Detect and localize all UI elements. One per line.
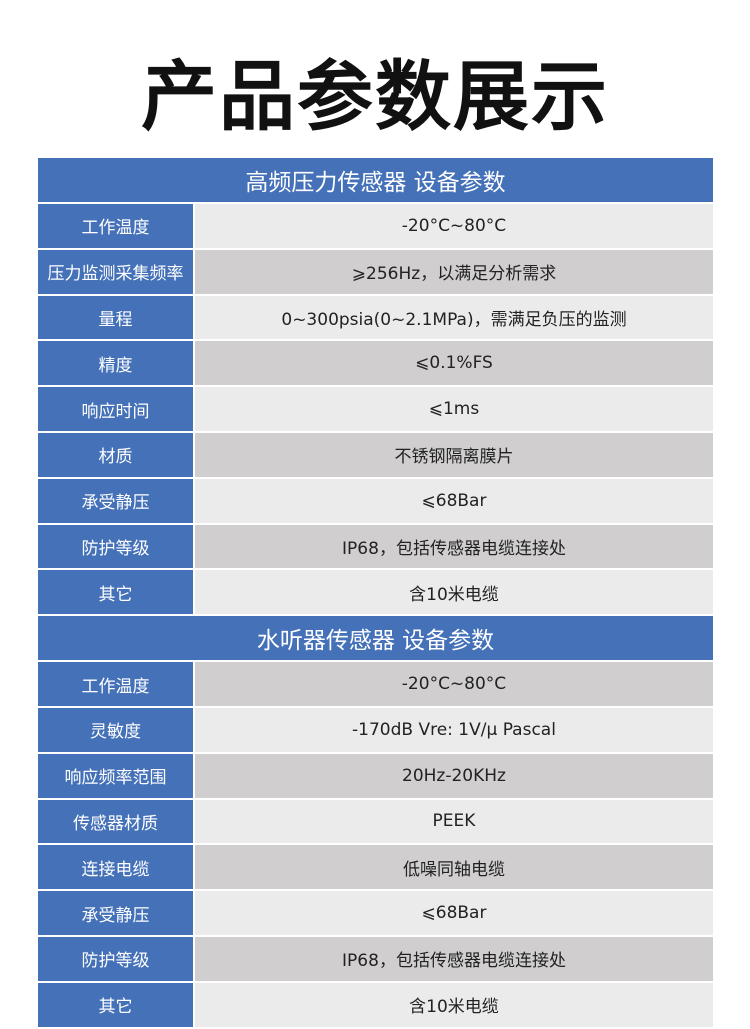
param-label: 防护等级 [38, 936, 193, 981]
table-row: 材质 不锈钢隔离膜片 [38, 432, 713, 477]
param-label: 压力监测采集频率 [38, 249, 193, 294]
param-value: ⩽68Bar [195, 891, 713, 935]
param-label: 灵敏度 [38, 707, 193, 752]
table-row: 灵敏度 -170dB Vre: 1V/μ Pascal [38, 707, 713, 752]
param-label: 精度 [38, 341, 193, 386]
parameter-tables: 高频压力传感器 设备参数 工作温度 -20°C~80°C 压力监测采集频率 ⩾256Hz… [38, 158, 713, 1029]
section-heading: 高频压力传感器 设备参数 [38, 158, 713, 202]
table-row: 传感器材质 PEEK [38, 799, 713, 844]
param-value: ⩽1ms [195, 387, 713, 431]
param-label: 防护等级 [38, 524, 193, 569]
param-label: 其它 [38, 982, 193, 1027]
section-heading: 水听器传感器 设备参数 [38, 616, 713, 661]
param-value: 20Hz-20KHz [195, 753, 713, 798]
param-value: 不锈钢隔离膜片 [195, 432, 713, 477]
param-label: 承受静压 [38, 891, 193, 935]
table-row: 压力监测采集频率 ⩾256Hz，以满足分析需求 [38, 249, 713, 294]
param-value: IP68，包括传感器电缆连接处 [195, 524, 713, 569]
param-label: 承受静压 [38, 478, 193, 523]
table-row: 量程 0~300psia(0~2.1MPa)，需满足负压的监测 [38, 295, 713, 340]
param-label: 连接电缆 [38, 845, 193, 890]
table-row: 响应时间 ⩽1ms [38, 387, 713, 431]
table-row: 承受静压 ⩽68Bar [38, 478, 713, 523]
param-value: -20°C~80°C [195, 204, 713, 248]
param-label: 响应频率范围 [38, 753, 193, 798]
table-row: 工作温度 -20°C~80°C [38, 204, 713, 248]
param-value: ⩽68Bar [195, 478, 713, 523]
table-row: 连接电缆 低噪同轴电缆 [38, 845, 713, 890]
param-value: -170dB Vre: 1V/μ Pascal [195, 707, 713, 752]
param-label: 传感器材质 [38, 799, 193, 844]
param-label: 响应时间 [38, 387, 193, 431]
param-value: 0~300psia(0~2.1MPa)，需满足负压的监测 [195, 295, 713, 340]
param-value: ⩽0.1%FS [195, 341, 713, 386]
table-row: 其它 含10米电缆 [38, 570, 713, 615]
table-row: 精度 ⩽0.1%FS [38, 341, 713, 386]
table-row: 防护等级 IP68，包括传感器电缆连接处 [38, 936, 713, 981]
table-row: 防护等级 IP68，包括传感器电缆连接处 [38, 524, 713, 569]
param-value: ⩾256Hz，以满足分析需求 [195, 249, 713, 294]
param-value: 低噪同轴电缆 [195, 845, 713, 890]
table-row: 工作温度 -20°C~80°C [38, 662, 713, 706]
param-label: 其它 [38, 570, 193, 615]
table-row: 承受静压 ⩽68Bar [38, 891, 713, 935]
param-value: 含10米电缆 [195, 982, 713, 1027]
param-value: IP68，包括传感器电缆连接处 [195, 936, 713, 981]
param-label: 工作温度 [38, 204, 193, 248]
param-value: PEEK [195, 799, 713, 844]
param-label: 材质 [38, 432, 193, 477]
param-value: -20°C~80°C [195, 662, 713, 706]
param-value: 含10米电缆 [195, 570, 713, 615]
param-label: 量程 [38, 295, 193, 340]
table-row: 其它 含10米电缆 [38, 982, 713, 1027]
page-title: 产品参数展示 [141, 52, 609, 141]
param-label: 工作温度 [38, 662, 193, 706]
table-row: 响应频率范围 20Hz-20KHz [38, 753, 713, 798]
